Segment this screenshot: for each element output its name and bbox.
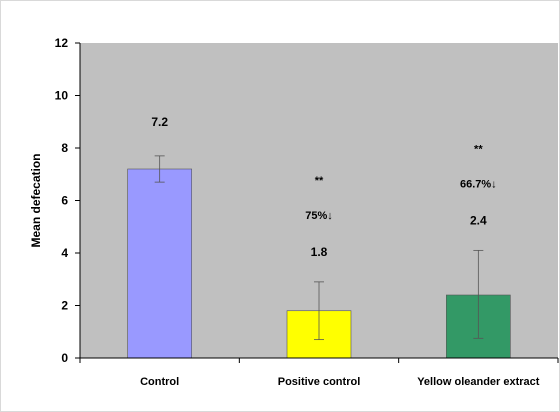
bar-value-label: 1.8 — [311, 245, 328, 259]
bar-value-label: 2.4 — [470, 213, 487, 227]
bar-value-label: 7.2 — [151, 115, 168, 129]
x-category-label: Control — [140, 376, 179, 388]
percent-change-label: 75%↓ — [305, 210, 333, 222]
y-tick-label: 4 — [61, 246, 68, 260]
significance-label: ** — [315, 175, 324, 187]
y-axis: 0 2 4 6 8 10 12 — [55, 36, 80, 365]
y-tick-label: 8 — [61, 141, 68, 155]
x-category-label: Yellow oleander extract — [417, 376, 540, 388]
x-category-label: Positive control — [278, 376, 361, 388]
y-tick-label: 2 — [61, 299, 68, 313]
y-tick-label: 6 — [61, 194, 68, 208]
y-tick-label: 12 — [55, 36, 69, 50]
bar — [128, 169, 192, 358]
x-axis: Control Positive control Yellow oleander e… — [80, 358, 558, 388]
percent-change-label: 66.7%↓ — [460, 178, 497, 190]
significance-label: ** — [474, 143, 483, 155]
y-tick-label: 0 — [61, 351, 68, 365]
y-axis-title: Mean defecation — [29, 153, 43, 247]
y-tick-label: 10 — [55, 89, 69, 103]
